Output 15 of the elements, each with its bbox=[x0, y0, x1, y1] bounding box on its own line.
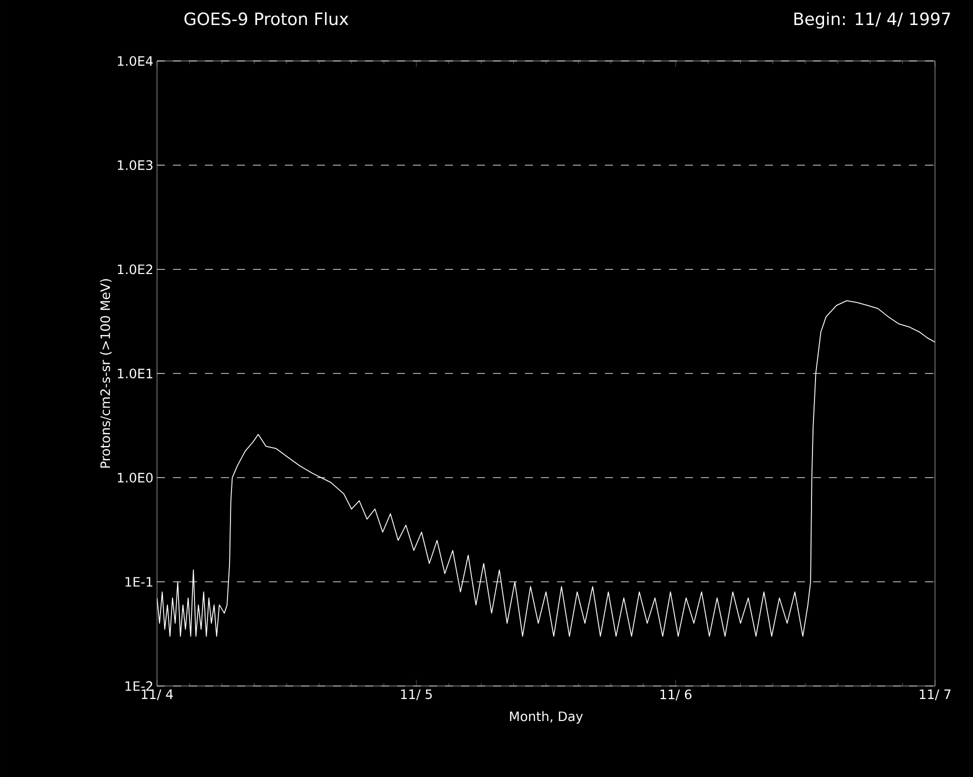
y-tick-label: 1E-1 bbox=[126, 577, 152, 587]
y-tick-label: 1.0E4 bbox=[118, 56, 153, 66]
y-tick-label: 1.0E2 bbox=[118, 264, 152, 274]
x-tick-label: 11/ 6 bbox=[660, 690, 692, 700]
x-tick-label: 11/ 7 bbox=[920, 690, 950, 700]
y-tick-label: 1.0E3 bbox=[118, 160, 152, 170]
y-tick-label: 1.0E0 bbox=[118, 472, 153, 483]
y-axis-title: Protons/cm2-s-sr (>100 MeV) bbox=[100, 279, 112, 468]
x-tick-label: 11/ 5 bbox=[401, 690, 432, 700]
y-tick-label: 1E-2 bbox=[126, 681, 152, 691]
x-axis-title: Month, Day bbox=[510, 711, 583, 724]
x-tick-label: 11/ 4 bbox=[142, 690, 173, 700]
y-tick-label: 1.0E1 bbox=[118, 368, 152, 378]
chart-title: GOES-9 Proton Flux bbox=[184, 12, 348, 26]
chart-subtitle: Begin: 11/ 4/ 1997 bbox=[794, 12, 950, 29]
